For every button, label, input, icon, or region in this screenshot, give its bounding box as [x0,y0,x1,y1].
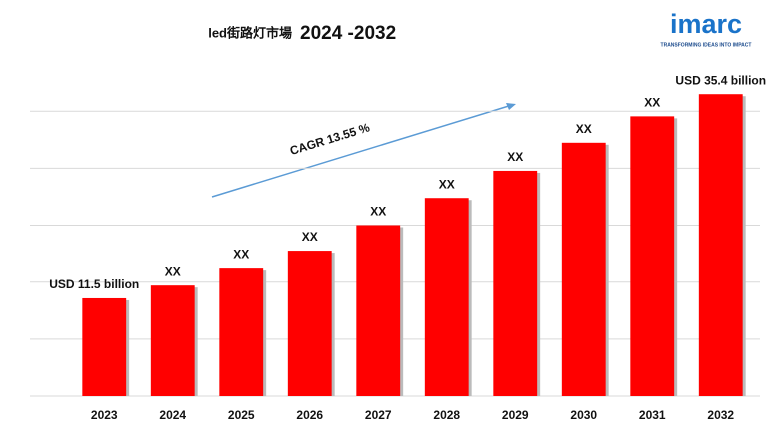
bar [287,251,332,396]
bar [561,142,606,396]
logo-name: imarc [670,9,742,39]
bar [356,225,401,396]
x-tick-label: 2032 [707,408,734,422]
value-label: XX [507,150,523,164]
value-label: USD 11.5 billion [49,277,139,291]
x-tick-label: 2023 [91,408,118,422]
cagr-arrow-head [506,103,516,110]
bar [630,116,675,396]
x-tick-label: 2028 [433,408,460,422]
value-label: XX [165,264,181,278]
value-label: XX [370,205,386,219]
bar [82,297,127,396]
x-tick-label: 2027 [365,408,392,422]
bar [493,170,538,396]
x-tick-label: 2026 [296,408,323,422]
bar [698,94,743,396]
value-label: XX [233,247,249,261]
bar [150,285,195,396]
bar [219,268,264,396]
x-tick-label: 2025 [228,408,255,422]
chart-title-years: 2024 -2032 [300,23,396,44]
x-tick-label: 2024 [159,408,186,422]
value-label: XX [576,122,592,136]
logo-tagline: TRANSFORMING IDEAS INTO IMPACT [661,42,752,48]
x-tick-label: 2031 [639,408,666,422]
value-label: XX [302,230,318,244]
x-tick-label: 2030 [570,408,597,422]
value-label: XX [439,177,455,191]
value-label: USD 35.4 billion [675,73,766,87]
chart-title: led街路灯市場 [208,25,292,40]
x-tick-label: 2029 [502,408,529,422]
bar [424,198,469,396]
value-label: XX [644,96,660,110]
cagr-arrow [211,104,513,198]
